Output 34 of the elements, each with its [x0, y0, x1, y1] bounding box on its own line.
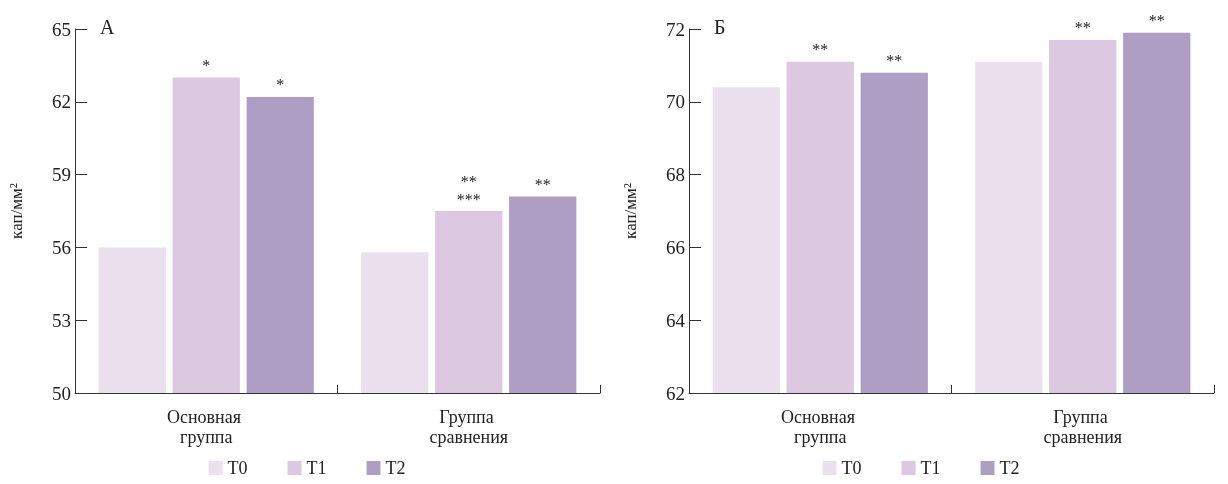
y-axis-title: кап/мм² — [7, 183, 26, 239]
y-tick-label: 56 — [52, 236, 71, 258]
y-tick-label: 50 — [52, 382, 71, 404]
data-label: * — [276, 76, 285, 94]
y-tick-label: 53 — [52, 309, 71, 331]
y-tick-label: 65 — [52, 18, 71, 40]
y-tick-label: 68 — [666, 164, 685, 186]
legend-label: T2 — [999, 458, 1020, 478]
chart-title: Б — [714, 16, 726, 38]
y-tick-label: 59 — [52, 164, 71, 186]
y-tick-label: 66 — [666, 236, 685, 258]
y-tick-label: 62 — [666, 382, 685, 404]
data-label: ** — [886, 52, 903, 70]
y-axis-title: кап/мм² — [621, 183, 640, 239]
data-label: ** *** — [456, 172, 481, 208]
legend-label: T1 — [920, 458, 941, 478]
x-tick-label: Группа сравнения — [1043, 407, 1123, 447]
x-tick-label: Основная группа — [780, 407, 860, 447]
x-tick-label: Группа сравнения — [429, 407, 509, 447]
legend-label: T0 — [227, 458, 248, 478]
data-label: * — [202, 57, 211, 75]
y-tick-label: 62 — [52, 91, 71, 113]
y-tick-label: 70 — [666, 91, 685, 113]
legend-label: T1 — [306, 458, 327, 478]
legend-label: T0 — [841, 458, 862, 478]
x-tick-label: Основная группа — [166, 407, 246, 447]
data-label: ** — [1148, 12, 1165, 30]
data-label: ** — [812, 41, 829, 59]
y-tick-label: 64 — [666, 309, 686, 331]
y-tick-label: 72 — [666, 18, 685, 40]
data-label: ** — [1074, 19, 1091, 37]
legend-label: T2 — [385, 458, 406, 478]
chart-title: А — [100, 16, 115, 38]
data-label: ** — [534, 175, 551, 193]
